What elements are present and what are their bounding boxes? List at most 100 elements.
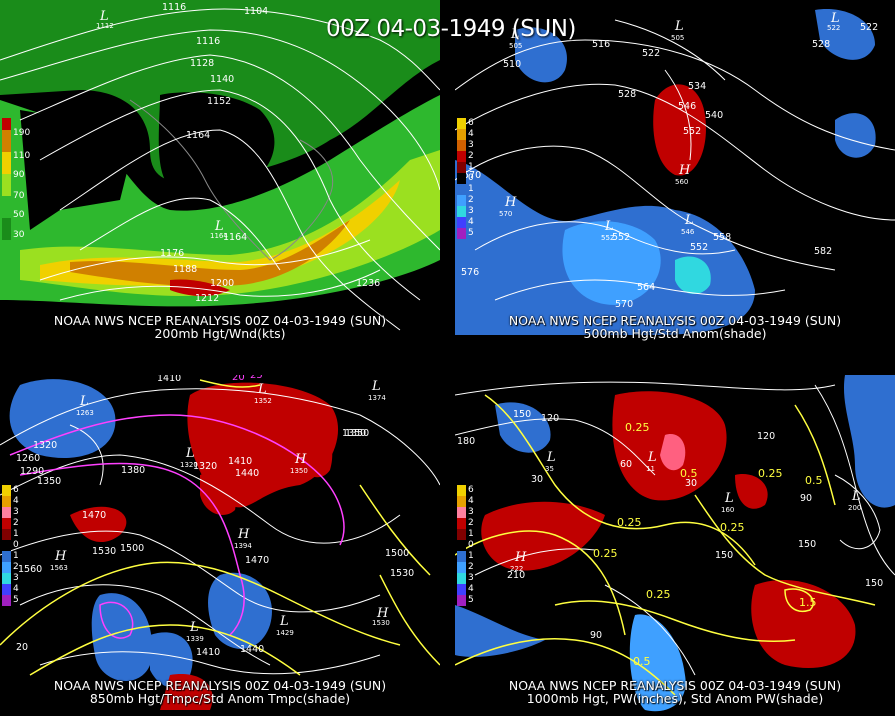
- legend-label: 30: [13, 230, 25, 240]
- low-center: L: [674, 19, 684, 34]
- pressure-center-value: 1374: [368, 394, 386, 402]
- low-center: L: [647, 450, 657, 465]
- contour-label: 180: [457, 436, 475, 447]
- pressure-center-value: 200: [848, 504, 861, 512]
- legend-label: 70: [13, 191, 25, 201]
- contour-label: 0.25: [720, 521, 745, 534]
- contour-label: 1212: [195, 293, 219, 304]
- pressure-center-value: 552: [601, 234, 614, 242]
- low-center: L: [257, 382, 267, 397]
- pressure-center-value: 1263: [76, 409, 94, 417]
- low-center: L: [830, 11, 840, 26]
- panel-1000mb: 210 150 120 180 60 30 30 0.25 0.5 0.25 0…: [455, 375, 895, 716]
- contour-label: 90: [800, 493, 812, 504]
- contour-label: 1164: [223, 232, 247, 243]
- contour-label: 510: [503, 59, 521, 70]
- pressure-center-value: 160: [721, 506, 734, 514]
- contour-label: 0.25: [593, 547, 618, 560]
- low-center: L: [214, 219, 224, 234]
- contour-labels-500mb: 510 516 522 528 534 546 540 552 522 528 …: [461, 11, 878, 310]
- contour-label: 552: [612, 232, 630, 243]
- contour-label: 1140: [210, 74, 234, 85]
- contour-label: 1440: [235, 468, 259, 479]
- contour-labels-850mb: 1410 1320 1260 1290 1380 1350 1410 1440 …: [16, 375, 414, 658]
- caption-line2: 500mb Hgt/Std Anom(shade): [583, 326, 767, 341]
- pressure-center-value: 1530: [372, 619, 390, 627]
- legend-label: 3: [13, 573, 19, 583]
- caption-line1: NOAA NWS NCEP REANALYSIS 00Z 04-03-1949 …: [508, 678, 842, 693]
- low-center: L: [510, 27, 520, 42]
- contour-label: 1104: [244, 6, 268, 17]
- contour-label: 570: [463, 170, 481, 181]
- contour-label: 1320: [193, 461, 217, 472]
- contour-label: 546: [678, 101, 696, 112]
- legend-label: 2: [468, 151, 474, 161]
- contour-label: 0.5: [805, 474, 823, 487]
- contour-label: 120: [541, 413, 559, 424]
- legend-label: 4: [468, 584, 474, 594]
- legend-label: 4: [13, 584, 19, 594]
- main-title: 00Z 04-03-1949 (SUN): [326, 16, 576, 42]
- pressure-center-value: 222: [510, 565, 523, 573]
- contour-label: 1410: [196, 647, 220, 658]
- high-center: H: [504, 195, 517, 210]
- contour-label: 20: [232, 375, 245, 383]
- low-center: L: [185, 446, 195, 461]
- contour-label: 0.25: [646, 588, 671, 601]
- low-center: L: [189, 620, 199, 635]
- caption-line1: NOAA NWS NCEP REANALYSIS 00Z 04-03-1949 …: [508, 313, 842, 328]
- pressure-center-value: 1352: [254, 397, 272, 405]
- low-center: L: [724, 491, 734, 506]
- pressure-center-value: 546: [681, 228, 695, 236]
- legend-label: 2: [13, 562, 19, 572]
- legend-label: 3: [468, 507, 474, 517]
- contour-labels-1000mb: 210 150 120 180 60 30 30 0.25 0.5 0.25 0…: [457, 375, 883, 668]
- contour-label: 1410: [157, 375, 181, 384]
- contour-label: 210: [640, 375, 658, 378]
- contour-label: 1164: [186, 130, 210, 141]
- contour-label: 30: [531, 474, 543, 485]
- legend-label: 5: [468, 595, 474, 605]
- panel-500mb: 510 516 522 528 534 546 540 552 522 528 …: [455, 0, 895, 341]
- high-center: H: [514, 550, 527, 565]
- legend-label: 3: [13, 507, 19, 517]
- high-center: H: [376, 606, 389, 621]
- panel-850mb: 1410 1320 1260 1290 1380 1350 1410 1440 …: [0, 375, 440, 716]
- legend-label: 3: [468, 206, 474, 216]
- contour-label: 150: [798, 539, 816, 550]
- legend-label: 5: [13, 595, 19, 605]
- legend-label: 1: [468, 551, 474, 561]
- contour-label: 30: [685, 478, 697, 489]
- contour-label: 528: [812, 39, 830, 50]
- caption-line2: 200mb Hgt/Wnd(kts): [154, 326, 286, 341]
- legend-1000mb: [457, 485, 466, 606]
- legend-label: 1: [13, 551, 19, 561]
- legend-label: 6: [468, 118, 474, 128]
- contour-label: 1290: [20, 466, 44, 477]
- contour-label: 1116: [162, 2, 186, 13]
- low-center: L: [279, 614, 289, 629]
- legend-label: 2: [13, 518, 19, 528]
- contour-label: 1350: [37, 476, 61, 487]
- caption-line1: NOAA NWS NCEP REANALYSIS 00Z 04-03-1949 …: [53, 313, 387, 328]
- pressure-center-value: 11: [646, 465, 655, 473]
- pressure-center-value: 505: [671, 34, 684, 42]
- high-center: H: [237, 527, 250, 542]
- contour-label: 210: [507, 570, 525, 581]
- contour-label: 1188: [173, 264, 197, 275]
- legend-label: 5: [468, 228, 474, 238]
- low-center: L: [604, 219, 614, 234]
- contour-label: 1530: [390, 568, 414, 579]
- contour-label: 1236: [356, 278, 380, 289]
- pressure-center-value: 1339: [186, 635, 204, 643]
- contour-label: 0.25: [758, 467, 783, 480]
- legend-label: 0: [13, 540, 19, 550]
- contour-label: 1380: [121, 465, 145, 476]
- legend-label: 0: [468, 540, 474, 550]
- pressure-center-value: 505: [509, 42, 522, 50]
- contour-label: 558: [713, 232, 731, 243]
- low-center: L: [851, 489, 861, 504]
- caption-line2: 1000mb Hgt, PW(inches), Std Anom PW(shad…: [526, 691, 824, 706]
- contour-label: 150: [865, 578, 883, 589]
- contour-label: 1152: [207, 96, 231, 107]
